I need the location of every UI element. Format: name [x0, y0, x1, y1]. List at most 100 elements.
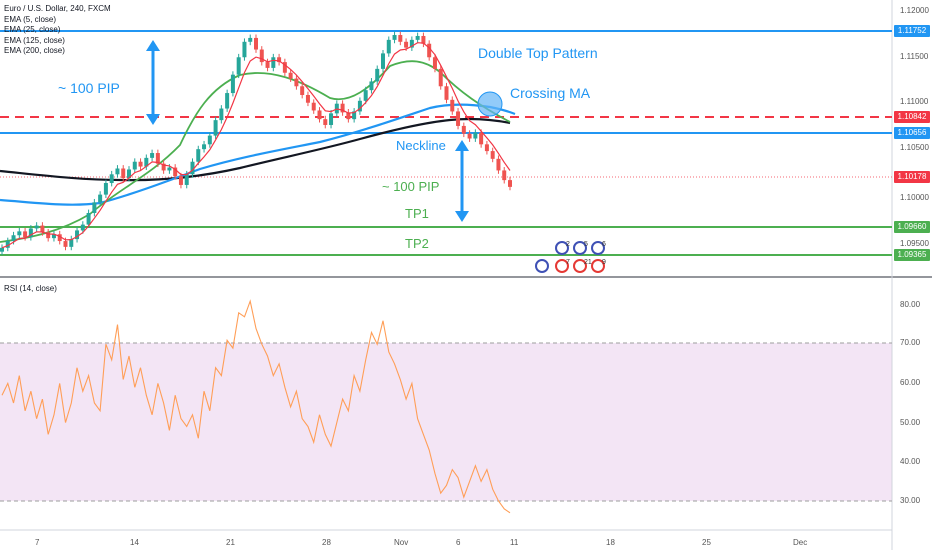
candle-body[interactable] — [161, 163, 166, 171]
candle-body[interactable] — [415, 35, 420, 40]
price-tag[interactable]: 1.10842 — [894, 111, 930, 123]
candle-body[interactable] — [34, 225, 39, 229]
candle-body[interactable] — [69, 239, 74, 247]
candle-body[interactable] — [392, 35, 397, 40]
event-flag-icon[interactable] — [573, 259, 587, 273]
price-tag[interactable]: 1.09365 — [894, 249, 930, 261]
candle-body[interactable] — [184, 174, 189, 185]
candle-body[interactable] — [473, 132, 478, 139]
event-flag-icon[interactable] — [591, 241, 605, 255]
candle-body[interactable] — [236, 57, 241, 75]
candle-body[interactable] — [155, 153, 160, 164]
price-tag[interactable]: 1.10656 — [894, 127, 930, 139]
candle-body[interactable] — [317, 110, 322, 120]
candle-body[interactable] — [369, 81, 374, 91]
candle-body[interactable] — [323, 119, 328, 125]
candle-body[interactable] — [103, 183, 108, 195]
candle-body[interactable] — [450, 99, 455, 112]
candle-body[interactable] — [444, 86, 449, 100]
candle-body[interactable] — [484, 144, 489, 152]
candle-body[interactable] — [300, 86, 305, 95]
candle-body[interactable] — [404, 41, 409, 48]
candlestick-series[interactable] — [0, 31, 512, 256]
candle-body[interactable] — [207, 135, 212, 145]
candle-body[interactable] — [219, 108, 224, 121]
candle-body[interactable] — [213, 120, 218, 136]
ema-200-line[interactable] — [0, 117, 511, 182]
candle-body[interactable] — [305, 94, 310, 103]
candle-body[interactable] — [196, 149, 201, 162]
candle-body[interactable] — [259, 49, 264, 63]
candle-body[interactable] — [432, 57, 437, 69]
candle-body[interactable] — [51, 234, 56, 239]
candle-body[interactable] — [144, 157, 149, 167]
candle-body[interactable] — [150, 153, 155, 158]
candle-body[interactable] — [230, 74, 235, 94]
candle-body[interactable] — [46, 232, 51, 239]
price-tag-current[interactable]: 1.10178 — [894, 171, 930, 183]
candle-body[interactable] — [508, 180, 512, 187]
candle-body[interactable] — [121, 168, 126, 179]
pip-arrow-right[interactable] — [455, 140, 469, 222]
candle-body[interactable] — [63, 241, 68, 247]
candle-body[interactable] — [98, 194, 103, 203]
pip-arrow-left[interactable] — [146, 40, 160, 125]
candle-body[interactable] — [178, 176, 183, 185]
candle-body[interactable] — [294, 78, 299, 87]
symbol-title[interactable]: Euro / U.S. Dollar, 240, FXCM — [4, 4, 111, 13]
price-tag[interactable]: 1.11752 — [894, 25, 930, 37]
price-pane[interactable] — [0, 0, 892, 277]
candle-body[interactable] — [254, 37, 258, 50]
candle-body[interactable] — [421, 35, 426, 44]
candle-body[interactable] — [467, 133, 472, 139]
candle-body[interactable] — [427, 43, 432, 58]
candle-body[interactable] — [398, 35, 403, 42]
event-flag-icon[interactable] — [573, 241, 587, 255]
candle-body[interactable] — [346, 112, 351, 120]
candle-body[interactable] — [461, 125, 466, 134]
candle-body[interactable] — [496, 158, 501, 171]
rsi-indicator-label[interactable]: RSI (14, close) — [4, 284, 57, 293]
candle-body[interactable] — [75, 230, 80, 240]
indicator-ema125[interactable]: EMA (125, close) — [4, 35, 65, 45]
candle-body[interactable] — [502, 170, 507, 181]
neckline-label[interactable]: Neckline — [396, 138, 446, 153]
candle-body[interactable] — [132, 161, 137, 170]
event-flag-icon[interactable] — [555, 259, 569, 273]
candle-body[interactable] — [282, 62, 287, 73]
candle-body[interactable] — [173, 167, 178, 177]
candle-body[interactable] — [115, 168, 120, 175]
ema-5-line[interactable] — [1, 42, 511, 249]
candle-body[interactable] — [17, 231, 22, 236]
rsi-line[interactable] — [1, 299, 511, 514]
crossing-ma-circle[interactable] — [477, 91, 503, 117]
candle-body[interactable] — [456, 111, 461, 126]
candle-body[interactable] — [490, 151, 495, 159]
candle-body[interactable] — [311, 102, 316, 111]
candle-body[interactable] — [5, 241, 10, 248]
event-markers[interactable]: 2 5 6 7 21 9 — [535, 241, 606, 273]
tp2-label[interactable]: TP2 — [405, 236, 429, 251]
event-flag-icon[interactable] — [591, 259, 605, 273]
candle-body[interactable] — [190, 161, 195, 175]
indicator-ema200[interactable]: EMA (200, close) — [4, 46, 65, 55]
candle-body[interactable] — [288, 72, 293, 79]
candle-body[interactable] — [127, 169, 131, 179]
candle-body[interactable] — [92, 202, 97, 213]
candle-body[interactable] — [363, 90, 368, 101]
candle-body[interactable] — [28, 228, 33, 238]
candle-body[interactable] — [11, 235, 16, 242]
candle-body[interactable] — [225, 93, 230, 109]
candle-body[interactable] — [0, 247, 4, 252]
candle-body[interactable] — [375, 68, 380, 82]
candle-body[interactable] — [109, 174, 114, 184]
candle-body[interactable] — [23, 231, 28, 238]
indicator-ema5[interactable]: EMA (5, close) — [4, 14, 57, 24]
price-tag[interactable]: 1.09660 — [894, 221, 930, 233]
candle-body[interactable] — [357, 100, 362, 112]
pip-label-right[interactable]: ~ 100 PIP — [382, 179, 440, 194]
candle-body[interactable] — [242, 41, 247, 58]
event-flag-icon[interactable] — [555, 241, 569, 255]
candle-body[interactable] — [202, 144, 207, 150]
candle-body[interactable] — [57, 234, 62, 242]
